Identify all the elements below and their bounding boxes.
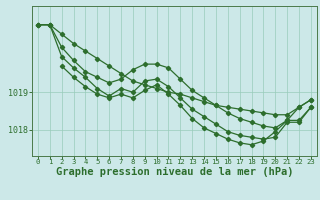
X-axis label: Graphe pression niveau de la mer (hPa): Graphe pression niveau de la mer (hPa) xyxy=(56,167,293,177)
